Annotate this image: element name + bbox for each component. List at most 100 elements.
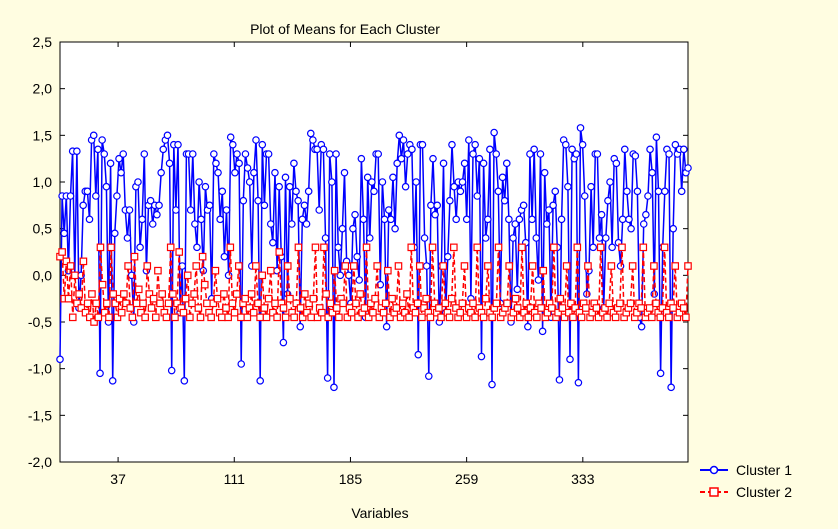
cluster-2-point xyxy=(88,290,96,298)
cluster-1-point xyxy=(543,220,551,228)
cluster-1-point xyxy=(475,154,484,163)
cluster-1-point xyxy=(424,372,433,380)
cluster-2-point xyxy=(573,243,582,252)
cluster-1-point xyxy=(667,383,675,392)
cluster-2-point xyxy=(158,290,166,298)
cluster-2-point xyxy=(111,299,120,308)
cluster-1-point xyxy=(511,220,519,228)
cluster-1-point xyxy=(210,150,218,158)
cluster-2-point xyxy=(103,299,111,308)
cluster-1-point xyxy=(115,154,123,163)
cluster-2-point xyxy=(307,313,316,322)
cluster-2-point xyxy=(98,280,107,289)
cluster-2-point xyxy=(188,299,196,308)
y-tick-label: -2,0 xyxy=(28,454,52,470)
cluster-2-point xyxy=(203,299,211,308)
cluster-2-point xyxy=(633,308,641,317)
cluster-1-point xyxy=(439,159,448,168)
cluster-2-point xyxy=(526,304,535,312)
cluster-2-point xyxy=(126,304,135,312)
cluster-2-point xyxy=(371,294,379,303)
cluster-2-point xyxy=(488,313,496,322)
cluster-2-point xyxy=(560,313,569,322)
cluster-2-point xyxy=(426,313,435,322)
cluster-2-point xyxy=(109,290,118,298)
cluster-1-point xyxy=(561,140,570,149)
cluster-2-point xyxy=(220,290,228,298)
cluster-1-point xyxy=(231,168,239,177)
cluster-2-point xyxy=(352,299,360,308)
cluster-2-point xyxy=(332,304,341,312)
cluster-2-point xyxy=(151,313,160,322)
cluster-2-point xyxy=(379,308,388,317)
cluster-1-point xyxy=(473,192,482,200)
cluster-1-point xyxy=(233,150,241,158)
cluster-1-point xyxy=(252,136,260,144)
cluster-1-point xyxy=(564,182,572,191)
cluster-1-point xyxy=(509,234,517,242)
cluster-1-point xyxy=(460,159,469,168)
cluster-1-point xyxy=(304,187,313,196)
cluster-1-point xyxy=(684,164,692,172)
cluster-1-point xyxy=(260,201,269,210)
cluster-1-point xyxy=(578,140,587,149)
x-tick-label: 111 xyxy=(224,471,245,487)
cluster-2-point xyxy=(237,313,245,322)
cluster-2-point xyxy=(601,304,609,312)
cluster-1-point xyxy=(100,150,109,158)
cluster-1-point xyxy=(83,187,92,196)
cluster-1-point xyxy=(540,168,549,177)
cluster-1-point xyxy=(188,150,197,158)
cluster-2-point xyxy=(303,308,311,317)
cluster-2-point xyxy=(435,304,443,312)
cluster-1-point xyxy=(256,376,265,385)
cluster-1-point xyxy=(330,383,338,392)
cluster-1-point xyxy=(574,378,583,387)
cluster-1-point xyxy=(661,187,669,196)
x-tick-label: 259 xyxy=(455,471,479,487)
cluster-1-point xyxy=(180,376,189,385)
cluster-2-point xyxy=(324,313,333,322)
cluster-2-point xyxy=(266,266,275,275)
cluster-1-point xyxy=(677,187,686,196)
cluster-2-point xyxy=(90,318,98,326)
cluster-1-point xyxy=(125,206,134,214)
cluster-2-point xyxy=(258,271,267,280)
cluster-2-point xyxy=(588,308,597,317)
legend-swatch-cluster-2 xyxy=(700,487,728,497)
cluster-2-point xyxy=(200,280,209,289)
cluster-2-point xyxy=(407,243,416,252)
cluster-2-point xyxy=(143,262,152,270)
cluster-2-point xyxy=(592,304,601,312)
cluster-1-point xyxy=(229,140,237,149)
cluster-1-point xyxy=(336,271,345,280)
cluster-1-point xyxy=(332,150,340,158)
cluster-2-point xyxy=(305,299,313,308)
cluster-1-point xyxy=(679,145,688,154)
cluster-2-point xyxy=(179,308,188,317)
cluster-1-point xyxy=(214,168,222,177)
cluster-1-point xyxy=(56,355,64,364)
cluster-1-point xyxy=(465,136,473,144)
cluster-2-point xyxy=(241,294,250,303)
cluster-1-point xyxy=(652,133,661,142)
cluster-1-point xyxy=(479,159,488,168)
cluster-2-point xyxy=(83,299,92,308)
cluster-2-point xyxy=(445,313,454,322)
y-tick-label: 1,0 xyxy=(33,174,53,190)
cluster-2-point xyxy=(137,308,145,317)
cluster-1-point xyxy=(420,234,429,242)
cluster-2-point xyxy=(330,266,339,275)
cluster-2-point xyxy=(192,262,201,270)
cluster-2-point xyxy=(356,290,364,298)
cluster-2-point xyxy=(645,304,654,312)
cluster-2-point xyxy=(66,262,75,270)
cluster-2-point xyxy=(505,262,513,270)
cluster-1-point xyxy=(98,136,106,144)
cluster-2-point xyxy=(301,290,309,298)
cluster-2-point xyxy=(322,290,330,298)
cluster-2-point xyxy=(252,262,260,270)
cluster-1-point xyxy=(172,206,180,214)
cluster-2-point xyxy=(669,304,677,312)
cluster-1-point xyxy=(399,136,408,144)
